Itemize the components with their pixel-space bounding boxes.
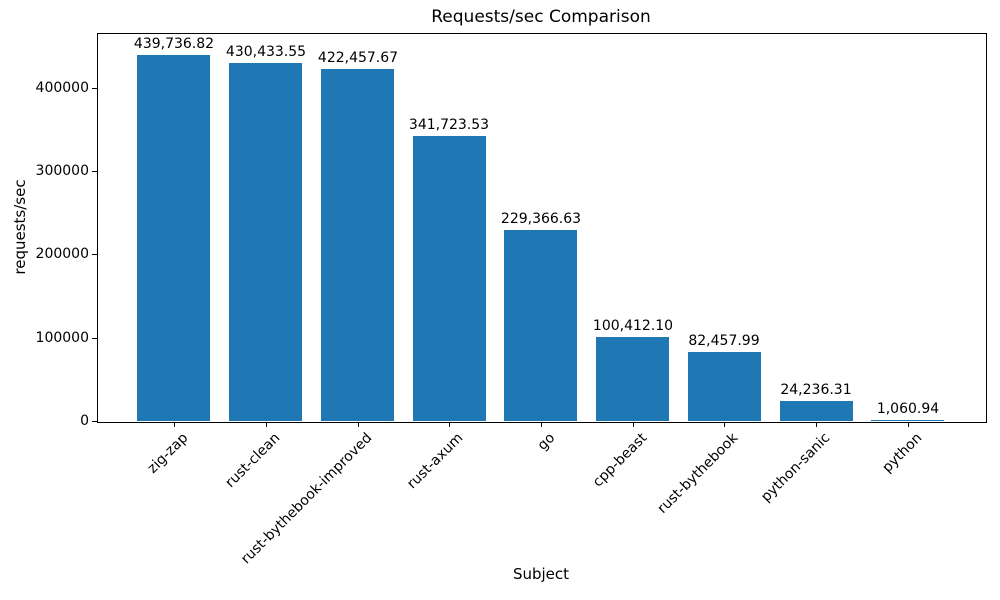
bar-value-label: 439,736.82: [133, 36, 215, 52]
y-axis-tick-label: 100000: [35, 329, 89, 346]
y-axis-label: requests/sec: [11, 179, 29, 275]
y-axis-tick-mark: [92, 337, 97, 339]
bar-rust-clean: [229, 63, 302, 421]
x-axis-tick-mark: [633, 422, 634, 427]
x-axis-tick-mark: [816, 422, 817, 427]
bar-value-label: 430,433.55: [225, 44, 307, 60]
x-axis-tick-label-go: go: [534, 430, 559, 454]
bar-zig-zap: [137, 55, 210, 421]
bar-rust-axum: [413, 136, 486, 421]
x-axis-tick-label-rust-axum: rust-axum: [404, 430, 467, 493]
x-axis-tick-mark: [174, 422, 175, 427]
bar-rust-bythebook-improved: [321, 69, 394, 421]
y-axis-tick-label: 400000: [35, 79, 89, 96]
x-axis-tick-mark: [358, 422, 359, 427]
bar-cpp-beast: [596, 337, 669, 421]
bar-python-sanic: [780, 401, 853, 421]
x-axis-tick-label-cpp-beast: cpp-beast: [589, 430, 651, 491]
x-axis-tick-mark: [449, 422, 450, 427]
x-axis-tick-label-python: python: [879, 430, 926, 476]
x-axis-tick-mark: [724, 422, 725, 427]
x-axis-tick-label-zig-zap: zig-zap: [144, 430, 192, 477]
y-axis-tick-mark: [92, 87, 97, 89]
x-axis-label: Subject: [512, 565, 570, 583]
bar-value-label: 82,457.99: [688, 333, 760, 349]
bar-value-label: 422,457.67: [317, 50, 399, 66]
y-axis-tick-mark: [92, 171, 97, 173]
y-axis-tick-label: 0: [80, 413, 89, 429]
y-axis-tick-mark: [92, 421, 97, 422]
x-axis-tick-mark: [541, 422, 542, 427]
x-axis-tick-label-rust-clean: rust-clean: [222, 430, 284, 491]
chart-title: Requests/sec Comparison: [431, 7, 651, 27]
bar-value-label: 24,236.31: [780, 382, 852, 398]
bar-rust-bythebook: [688, 352, 761, 421]
bar-value-label: 229,366.63: [500, 211, 582, 227]
y-axis-tick-label: 300000: [35, 163, 89, 180]
y-axis-tick-label: 200000: [35, 246, 89, 263]
x-axis-tick-label-rust-bythebook: rust-bythebook: [654, 430, 742, 517]
x-axis-tick-mark: [908, 422, 909, 427]
bar-python: [871, 420, 944, 421]
bar-value-label: 1,060.94: [876, 401, 940, 417]
x-axis-tick-label-python-sanic: python-sanic: [758, 430, 834, 506]
y-axis-tick-mark: [92, 254, 97, 256]
bar-value-label: 100,412.10: [592, 318, 674, 334]
x-axis-tick-mark: [266, 422, 267, 427]
bar-value-label: 341,723.53: [408, 117, 490, 133]
bar-go: [504, 230, 577, 421]
